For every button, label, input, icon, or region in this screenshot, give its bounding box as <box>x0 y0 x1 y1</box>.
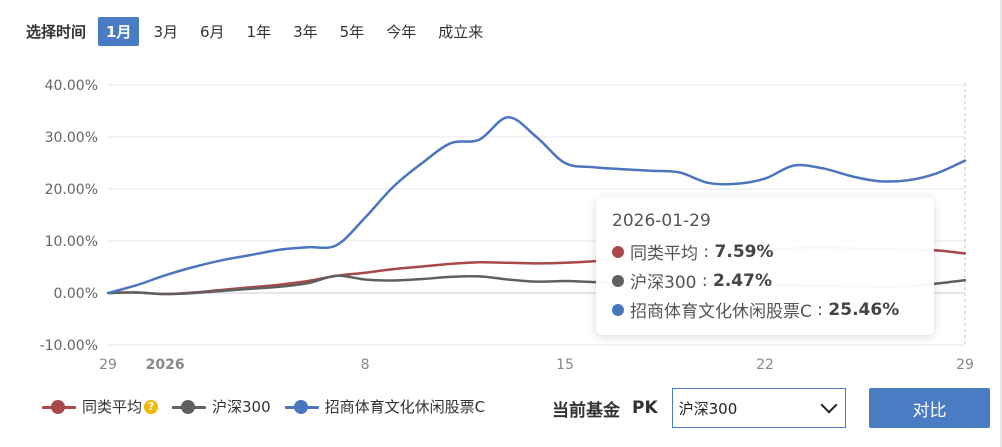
legend-item-csi300[interactable]: 沪深300 <box>172 396 271 417</box>
legend-item-fund[interactable]: 招商体育文化休闲股票C <box>284 396 486 417</box>
pk-compare-area: 当前基金 PK 沪深300 <box>552 388 846 428</box>
compare-target-select[interactable]: 沪深300 <box>671 388 846 428</box>
y-tick-label: 40.00% <box>45 78 98 94</box>
tooltip-series-value: 2.47% <box>713 270 772 291</box>
range-option-3y[interactable]: 3年 <box>293 22 318 41</box>
tooltip-date: 2026-01-29 <box>612 211 711 231</box>
select-value: 沪深300 <box>678 399 738 418</box>
range-option-3m[interactable]: 3月 <box>153 22 178 41</box>
chart-tooltip: 2026-01-29 同类平均 : 7.59% 沪深300 : 2.47% 招商… <box>596 197 934 335</box>
range-label: 选择时间 <box>26 22 87 41</box>
x-tick-label: 29 <box>956 357 974 373</box>
x-tick-label: 2026 <box>146 357 185 373</box>
tooltip-row: 招商体育文化休闲股票C : 25.46% <box>612 295 918 324</box>
time-range-selector: 选择时间 1月 3月 6月 1年 3年 5年 今年 成立来 <box>26 16 497 46</box>
legend-label: 同类平均 <box>82 398 143 416</box>
tooltip-series-name: 招商体育文化休闲股票C <box>630 302 812 322</box>
pk-label: PK <box>632 398 658 418</box>
tooltip-series-value: 25.46% <box>828 299 900 320</box>
current-fund-label: 当前基金 <box>552 400 620 421</box>
legend-item-category-average[interactable]: 同类平均 ? <box>42 396 159 417</box>
tooltip-row: 同类平均 : 7.59% <box>612 237 918 266</box>
legend-label: 沪深300 <box>212 398 271 416</box>
tooltip-row: 沪深300 : 2.47% <box>612 266 918 295</box>
chart-legend: 同类平均 ? 沪深300 招商体育文化休闲股票C <box>42 396 499 417</box>
y-tick-label: 30.00% <box>45 130 98 146</box>
tooltip-series-value: 7.59% <box>714 241 774 262</box>
tooltip-dot-icon <box>612 303 624 316</box>
tooltip-series-name: 沪深300 <box>630 273 697 293</box>
x-tick-label: 15 <box>556 357 574 373</box>
legend-line-icon <box>172 399 207 414</box>
x-tick-label: 29 <box>99 357 117 373</box>
tooltip-dot-icon <box>612 245 624 258</box>
compare-button[interactable]: 对比 <box>869 388 990 428</box>
range-option-1m[interactable]: 1月 <box>98 16 140 46</box>
y-tick-label: 0.00% <box>54 286 98 302</box>
series-line-2 <box>106 115 967 295</box>
performance-chart[interactable]: 40.00%30.00%20.00%10.00%0.00%-10.00%29 20… <box>0 60 1000 380</box>
range-option-ytd[interactable]: 今年 <box>386 22 417 41</box>
y-tick-label: 10.00% <box>45 234 98 250</box>
y-tick-label: -10.00% <box>40 338 98 354</box>
range-option-since-inception[interactable]: 成立来 <box>438 22 484 41</box>
x-tick-label: 22 <box>756 357 774 373</box>
y-tick-label: 20.00% <box>45 182 98 198</box>
legend-line-icon <box>42 399 76 414</box>
x-tick-label: 8 <box>361 357 370 373</box>
legend-label: 招商体育文化休闲股票C <box>324 398 486 416</box>
legend-line-icon <box>284 399 319 414</box>
chevron-down-icon <box>820 396 838 414</box>
range-option-1y[interactable]: 1年 <box>246 22 272 41</box>
tooltip-series-name: 同类平均 <box>630 244 698 264</box>
range-option-5y[interactable]: 5年 <box>339 22 365 41</box>
range-option-6m[interactable]: 6月 <box>200 22 225 41</box>
tooltip-dot-icon <box>612 274 624 287</box>
help-icon[interactable]: ? <box>144 399 159 414</box>
